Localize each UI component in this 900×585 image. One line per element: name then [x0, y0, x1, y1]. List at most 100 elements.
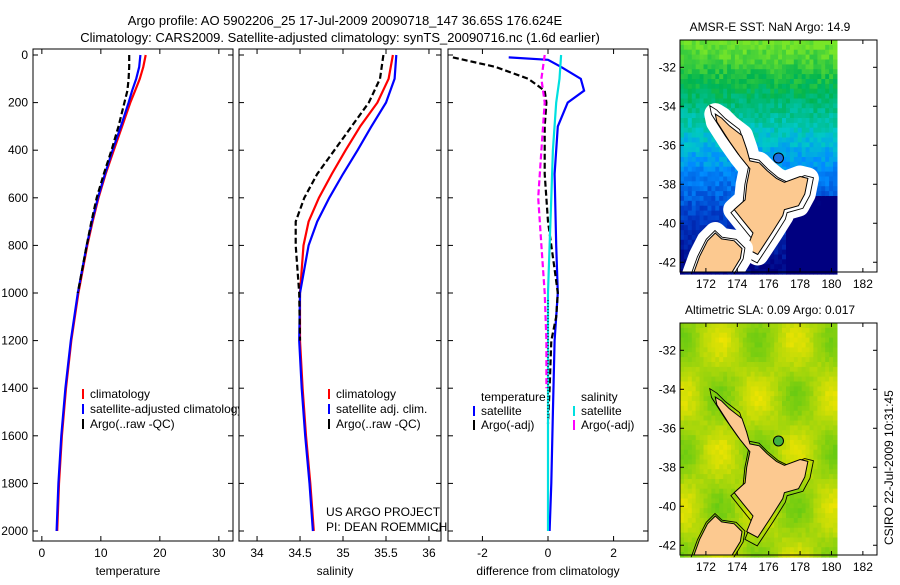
- map-cell: [707, 200, 712, 207]
- map-cell: [797, 371, 803, 378]
- map-cell: [789, 503, 795, 509]
- difference-series-0: [508, 56, 586, 532]
- map-cell: [813, 483, 818, 490]
- map-cell: [809, 474, 814, 480]
- map-cell: [699, 59, 705, 65]
- map-cell: [715, 498, 720, 504]
- map-cell: [762, 425, 767, 431]
- map-cell: [758, 366, 763, 373]
- map-cell: [703, 161, 708, 168]
- map-cell: [793, 362, 799, 368]
- map-cell: [801, 215, 807, 221]
- map-cell: [762, 386, 767, 392]
- map-cell: [723, 396, 728, 402]
- map-cell: [731, 444, 736, 451]
- map-cell: [758, 264, 763, 270]
- map-cell: [825, 342, 830, 348]
- map-cell: [687, 371, 693, 378]
- map-cell: [782, 371, 787, 378]
- map-cell: [758, 137, 763, 143]
- map-cell: [723, 347, 728, 353]
- map-cell: [715, 215, 720, 221]
- map-cell: [778, 49, 783, 56]
- map-cell: [825, 171, 830, 178]
- map-cell: [778, 352, 783, 358]
- salinity-series-1: [298, 54, 398, 532]
- map-cell: [805, 522, 811, 529]
- map-cell: [695, 362, 701, 368]
- map-cell: [680, 479, 685, 485]
- map-cell: [805, 88, 811, 95]
- map-cell: [782, 420, 787, 426]
- map-cell: [829, 547, 834, 553]
- map-cell: [821, 440, 826, 446]
- map-cell: [770, 79, 775, 85]
- map-cell: [789, 547, 795, 553]
- map-cell: [813, 347, 818, 353]
- map-cell: [782, 352, 787, 358]
- map-cell: [695, 444, 701, 451]
- map-cell: [731, 503, 736, 509]
- map-cell: [762, 381, 767, 387]
- map-cell: [691, 332, 697, 339]
- map-cell: [707, 391, 712, 397]
- map-cell: [680, 152, 685, 158]
- map-cell: [707, 157, 712, 163]
- map-cell: [683, 532, 689, 539]
- map-cell: [707, 332, 712, 339]
- map-cell: [809, 435, 814, 441]
- map-cell: [786, 249, 791, 256]
- map-cell: [703, 376, 708, 383]
- map-cell: [801, 235, 807, 241]
- map-cell: [797, 264, 803, 270]
- map-cell: [829, 74, 834, 80]
- map-cell: [683, 381, 689, 387]
- map-cell: [699, 386, 705, 392]
- map-cell: [789, 425, 795, 431]
- map-cell: [750, 98, 756, 104]
- map-cell: [829, 235, 834, 241]
- map-cell: [786, 440, 791, 446]
- map-cell: [809, 542, 814, 548]
- map-cell: [805, 386, 811, 392]
- map-cell: [789, 391, 795, 397]
- map-cell: [707, 347, 712, 353]
- map-cell: [715, 205, 720, 212]
- map-cell: [833, 215, 838, 221]
- map-cell: [805, 264, 811, 270]
- map-cell: [758, 132, 763, 139]
- map-cell: [746, 337, 752, 344]
- map-cell: [742, 444, 748, 451]
- map-cell: [789, 64, 795, 70]
- map-cell: [805, 537, 811, 543]
- map-cell: [782, 405, 787, 412]
- map-cell: [829, 542, 834, 548]
- map-cell: [699, 137, 705, 143]
- map-cell: [789, 488, 795, 495]
- map-cell: [774, 547, 779, 553]
- map-cell: [750, 59, 756, 65]
- map-cell: [770, 54, 775, 61]
- map-cell: [699, 83, 705, 90]
- map-cell: [797, 362, 803, 368]
- map-cell: [805, 444, 811, 451]
- map-cell: [695, 230, 701, 236]
- map-cell: [829, 147, 834, 153]
- map-cell: [703, 196, 708, 202]
- map-cell: [825, 254, 830, 260]
- map-cell: [680, 327, 685, 334]
- map-cell: [738, 59, 744, 65]
- map-cell: [742, 527, 748, 534]
- map-cell: [695, 513, 701, 519]
- map-cell: [680, 210, 685, 217]
- map-cell: [821, 113, 826, 119]
- map-cell: [691, 542, 697, 548]
- map-cell: [817, 176, 822, 182]
- map-cell: [719, 88, 724, 95]
- map-cell: [758, 327, 763, 334]
- map-cell: [774, 342, 779, 348]
- map-cell: [699, 440, 705, 446]
- map-cell: [774, 352, 779, 358]
- map-cell: [833, 396, 838, 402]
- map-cell: [825, 479, 830, 485]
